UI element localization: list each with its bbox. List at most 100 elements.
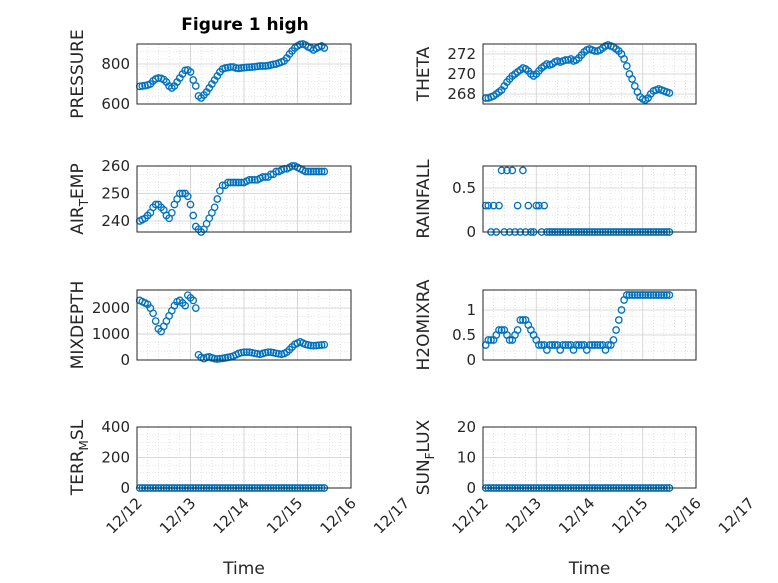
data-point [590,341,599,349]
data-point [559,341,567,349]
data-point [138,82,147,90]
data-point [229,178,238,187]
data-point [317,167,326,176]
data-point [604,341,612,349]
data-point [636,291,644,299]
data-point [524,201,533,210]
data-point [234,64,243,73]
axes-box-h2omixra [482,289,697,361]
x-tick-label: 12/15 [263,494,306,537]
data-point [489,201,498,210]
data-point [513,326,522,334]
data-point [516,316,525,324]
y-axis-label: RAINFALL [414,159,434,239]
data-point [242,348,251,357]
x-axis-label: Time [568,559,611,579]
data-point [545,341,554,349]
y-label-subscript: T [77,198,91,207]
y-axis-label: MIXDEPTH [68,281,88,370]
data-point [256,62,264,70]
panel-h2omixra: 0 0.5 1 H2OMIXRA [414,279,697,371]
y-axis-label: H2OMIXRA [414,279,434,370]
data-point [630,291,639,299]
axes-box-theta [482,43,697,105]
data-point [628,291,636,299]
data-point [575,341,583,349]
data-point [537,341,546,349]
y-axis-label: TERRMSL [68,419,91,496]
x-tick-label: 12/14 [555,494,598,537]
data-point [226,178,235,187]
panel-rainfall: 0 0.5 RAINFALL [414,159,697,241]
data-point [307,167,315,176]
data-point [224,178,232,187]
y-tick-label: 2000 [92,299,130,317]
data-point [240,63,248,72]
y-tick-label: 10 [457,449,476,467]
data-point [551,341,559,349]
data-point [269,60,278,69]
data-point [213,355,222,363]
y-tick-label: 270 [447,65,476,83]
x-axis-label: Time [222,559,265,579]
data-point [660,291,668,299]
y-tick-label: 200 [101,449,130,467]
x-tick-label: 12/17 [715,494,758,537]
x-tick-label: 12/17 [370,494,413,537]
data-point [495,201,503,210]
data-point [242,63,251,72]
y-tick-label: 240 [101,212,130,230]
series-mixdepth [135,291,329,363]
y-tick-label: 1 [466,301,476,319]
data-point [641,291,650,299]
data-point [304,167,313,176]
data-point [320,44,329,52]
y-axis-label: THETA [414,46,434,102]
panel-terr_msl: 0 200 400 TERRMSL 12/12 12/13 12/14 12/15 12/16 1… [68,418,413,579]
data-point [652,291,660,299]
data-point [272,167,280,176]
data-point [167,208,176,217]
data-point [191,82,200,90]
panel-air_temp: 240 250 260 AIRTEMP [68,157,352,236]
axes-box-air_temp [136,165,352,233]
data-point [216,354,224,363]
data-point [633,291,642,299]
data-point [245,175,254,184]
axes-box-terr_msl [136,426,352,489]
data-point [519,166,527,175]
data-point [585,341,594,349]
data-point [320,340,329,349]
x-tick-label: 12/14 [210,494,253,537]
panel-theta: 268 270 272 THETA [414,41,697,105]
data-point [588,341,597,349]
data-point [513,201,522,210]
axes-box-rainfall [482,165,697,233]
data-point [248,175,256,184]
data-point [189,211,198,220]
y-tick-label: 0 [120,351,130,369]
data-point [245,63,254,72]
y-label-subscript: F [423,452,437,459]
x-tick-label: 12/16 [662,494,705,537]
data-point [312,167,321,176]
data-point [572,341,581,349]
data-point [149,309,157,318]
y-axis-label: SUNFLUX [414,419,437,495]
data-point [232,178,240,187]
data-point [622,62,631,70]
data-point [315,341,323,350]
data-point [519,316,527,324]
y-tick-label: 260 [101,157,130,175]
series-h2omixra [481,291,674,354]
y-tick-label: 1000 [92,325,130,343]
data-point [665,89,674,97]
data-point [508,166,517,175]
data-point [210,354,219,363]
data-point [189,296,198,305]
data-point [646,291,655,299]
data-point [258,62,267,70]
data-point [186,200,195,209]
series-air_temp [135,162,329,236]
